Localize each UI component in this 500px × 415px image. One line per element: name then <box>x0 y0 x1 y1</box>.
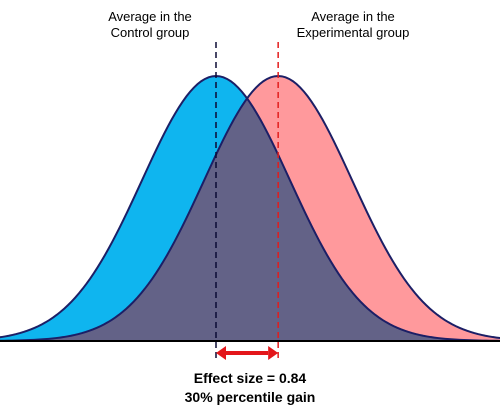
experimental-label-line2: Experimental group <box>296 25 410 40</box>
control-label-line2: Control group <box>110 25 190 40</box>
experimental-label-line1: Average in the <box>311 9 395 24</box>
effect-size-arrow <box>216 346 279 360</box>
percentile-gain-text: 30% percentile gain <box>184 389 316 405</box>
experimental-mean-label: Average in the Experimental group <box>283 9 423 41</box>
control-label-line1: Average in the <box>108 9 192 24</box>
control-mean-label: Average in the Control group <box>85 9 215 41</box>
overlap-region <box>0 76 500 341</box>
effect-size-text: Effect size = 0.84 <box>193 370 307 386</box>
